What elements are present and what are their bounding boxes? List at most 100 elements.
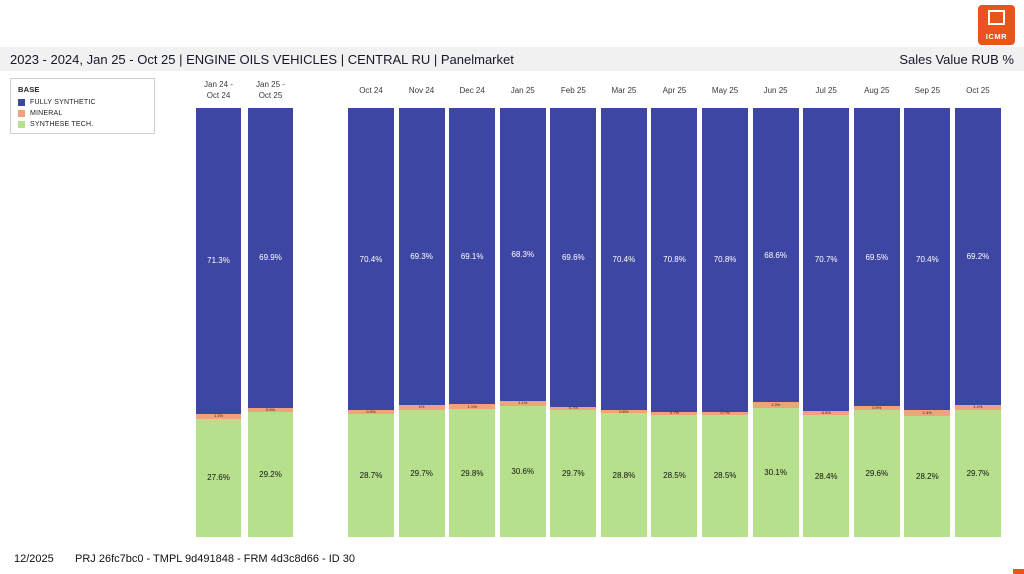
bar-segment-mineral[interactable]: 0.7% [651, 411, 698, 415]
bar-segment-fully-synthetic[interactable]: 68.6% [752, 108, 799, 403]
bar-segment-fully-synthetic[interactable]: 69.5% [853, 108, 900, 407]
bar-column: Jan 25 68.3% 1.1% 30.6% [499, 74, 546, 537]
bar-segment-synthese-tech[interactable]: 28.7% [348, 413, 394, 537]
bar-value-label: 1.1% [213, 413, 224, 419]
legend-label: SYNTHESE TECH. [30, 121, 94, 128]
bar-column: Mar 25 70.4% 0.8% 28.8% [600, 74, 647, 537]
bar-category-label: Mar 25 [611, 85, 637, 95]
bar-column: Jan 24 - Oct 24 71.3% 1.1% 27.6% [196, 74, 241, 537]
bar-segment-fully-synthetic[interactable]: 70.4% [904, 108, 951, 411]
legend-item-synthese-tech[interactable]: SYNTHESE TECH. [18, 121, 147, 128]
bar-segment-fully-synthetic[interactable]: 69.2% [954, 108, 1001, 405]
bar-segment-synthese-tech[interactable]: 28.5% [651, 414, 698, 537]
stacked-bar: 69.1% 1.1% 29.8% [449, 108, 496, 537]
chart-group-monthly: Oct 24 70.4% 0.9% 28.7% Nov 24 69.3% 1% 29.7% De… [348, 74, 1001, 537]
bar-category-label: Apr 25 [662, 85, 687, 95]
bar-segment-mineral[interactable]: 0.7% [702, 411, 749, 415]
bar-segment-synthese-tech[interactable]: 30.6% [499, 405, 546, 537]
bar-segment-mineral[interactable]: 1.1% [954, 405, 1001, 410]
stacked-bar: 69.3% 1% 29.7% [398, 108, 445, 537]
legend-item-fully-synthetic[interactable]: FULLY SYNTHETIC [18, 99, 147, 106]
bar-segment-mineral[interactable]: 1.3% [752, 402, 799, 408]
icmr-logo: ICMR [978, 5, 1015, 45]
bar-segment-synthese-tech[interactable]: 29.6% [853, 410, 900, 537]
bar-value-label: 70.8% [663, 255, 686, 265]
bar-segment-mineral[interactable]: 1.1% [449, 404, 496, 410]
bar-segment-synthese-tech[interactable]: 29.2% [248, 411, 293, 537]
bar-value-label: 69.1% [460, 251, 484, 261]
bar-column: May 25 70.8% 0.7% 28.5% [702, 74, 749, 537]
bar-segment-fully-synthetic[interactable]: 71.3% [196, 108, 241, 414]
stacked-bar: 70.8% 0.7% 28.5% [651, 108, 698, 537]
report-title: 2023 - 2024, Jan 25 - Oct 25 | ENGINE OI… [10, 51, 514, 67]
stacked-bar: 69.6% 0.7% 29.7% [550, 108, 597, 537]
footer-reference: PRJ 26fc7bc0 - TMPL 9d491848 - FRM 4d3c8… [75, 553, 356, 565]
bar-category-label: Sep 25 [914, 85, 941, 95]
bar-segment-synthese-tech[interactable]: 27.6% [196, 418, 241, 537]
stacked-bar: 70.4% 1.4% 28.2% [904, 108, 951, 537]
bar-value-label: 0.9% [366, 408, 376, 414]
bar-segment-fully-synthetic[interactable]: 68.3% [499, 108, 546, 401]
bar-value-label: 28.5% [713, 471, 737, 481]
bar-segment-mineral[interactable]: 1.4% [904, 410, 951, 417]
bar-category-label: Jan 25 - Oct 25 [256, 80, 285, 100]
bar-segment-fully-synthetic[interactable]: 70.4% [348, 108, 394, 411]
bar-segment-mineral[interactable]: 0.7% [550, 406, 597, 410]
bar-segment-synthese-tech[interactable]: 29.7% [398, 409, 445, 537]
bar-segment-mineral[interactable]: 0.9% [348, 408, 394, 414]
bar-segment-fully-synthetic[interactable]: 70.8% [702, 108, 749, 412]
stacked-bar: 68.6% 1.3% 30.1% [752, 108, 799, 537]
stacked-bar: 70.7% 0.9% 28.4% [803, 108, 850, 537]
bar-column: Feb 25 69.6% 0.7% 29.7% [550, 74, 597, 537]
bar-segment-mineral[interactable]: 0.9% [248, 406, 293, 412]
legend-label: MINERAL [30, 110, 63, 117]
bar-value-label: 1.1% [518, 400, 528, 406]
bar-segment-fully-synthetic[interactable]: 69.6% [550, 108, 597, 407]
bar-segment-fully-synthetic[interactable]: 69.9% [248, 108, 293, 408]
bar-value-label: 69.5% [865, 252, 889, 262]
bar-segment-fully-synthetic[interactable]: 70.4% [600, 108, 647, 411]
bar-segment-synthese-tech[interactable]: 29.8% [449, 409, 496, 537]
bar-category-label: Jan 25 [510, 85, 535, 95]
bar-value-label: 29.7% [410, 468, 433, 478]
bar-value-label: 0.9% [265, 406, 276, 412]
bar-category-label: Jan 24 - Oct 24 [204, 80, 233, 100]
bar-value-label: 30.6% [511, 466, 535, 476]
bar-value-label: 30.1% [764, 467, 787, 477]
legend-swatch-fully-synthetic-icon [18, 99, 25, 106]
bar-segment-fully-synthetic[interactable]: 70.7% [803, 108, 850, 412]
bar-segment-mineral[interactable]: 1% [398, 405, 445, 410]
legend-swatch-mineral-icon [18, 110, 25, 117]
bar-value-label: 28.2% [916, 472, 939, 481]
bar-segment-synthese-tech[interactable]: 28.2% [904, 416, 951, 537]
bar-segment-mineral[interactable]: 1.1% [196, 414, 241, 419]
stacked-bar: 69.9% 0.9% 29.2% [248, 108, 293, 537]
bar-category-label: Oct 25 [966, 85, 990, 95]
bar-segment-synthese-tech[interactable]: 29.7% [954, 409, 1001, 537]
bar-segment-mineral[interactable]: 0.9% [853, 406, 900, 410]
bar-segment-fully-synthetic[interactable]: 69.1% [449, 108, 496, 405]
legend-label: FULLY SYNTHETIC [30, 99, 96, 106]
bar-segment-fully-synthetic[interactable]: 70.8% [651, 108, 698, 412]
legend-item-mineral[interactable]: MINERAL [18, 110, 147, 117]
bar-segment-synthese-tech[interactable]: 28.5% [702, 414, 749, 537]
bar-column: Oct 24 70.4% 0.9% 28.7% [348, 74, 394, 537]
bar-segment-synthese-tech[interactable]: 28.8% [600, 413, 647, 537]
bar-segment-mineral[interactable]: 0.8% [600, 409, 647, 414]
stacked-bar: 69.5% 0.9% 29.6% [853, 108, 900, 537]
bar-segment-mineral[interactable]: 0.9% [803, 411, 850, 416]
chart-group-period-totals: Jan 24 - Oct 24 71.3% 1.1% 27.6% Jan 25 - Oc… [196, 74, 293, 537]
bar-segment-synthese-tech[interactable]: 30.1% [752, 407, 799, 537]
bar-value-label: 70.4% [916, 254, 939, 264]
bar-category-label: Aug 25 [864, 85, 890, 95]
bar-column: Apr 25 70.8% 0.7% 28.5% [651, 74, 698, 537]
bar-value-label: 28.7% [359, 470, 383, 480]
chart-legend: BASE FULLY SYNTHETIC MINERAL SYNTHESE TE… [10, 78, 155, 134]
bar-value-label: 1.4% [922, 410, 932, 416]
bar-segment-fully-synthetic[interactable]: 69.3% [398, 108, 445, 406]
bar-segment-mineral[interactable]: 1.1% [499, 400, 546, 406]
bar-value-label: 29.8% [460, 468, 484, 478]
bar-segment-synthese-tech[interactable]: 29.7% [550, 409, 597, 537]
bar-segment-synthese-tech[interactable]: 28.4% [803, 415, 850, 537]
bar-value-label: 70.4% [612, 254, 636, 264]
